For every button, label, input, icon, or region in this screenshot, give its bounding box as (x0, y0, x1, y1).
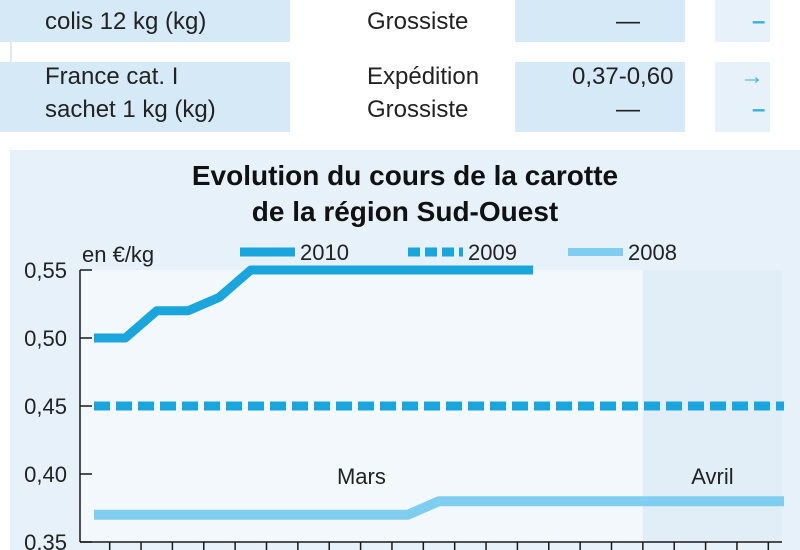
y-tick-label: 0,55 (24, 258, 67, 283)
price-value: — (616, 8, 640, 35)
trend-cell-bg-1 (715, 0, 770, 42)
trend-indicator: → (740, 63, 764, 90)
product-label-line: sachet 1 kg (kg) (45, 96, 216, 123)
y-tick-label: 0,45 (24, 394, 67, 419)
trend-indicator: – (752, 8, 766, 35)
product-cell-bg-2 (0, 62, 290, 132)
y-tick-label: 0,35 (24, 530, 67, 550)
chart-title-line-2: de la région Sud-Ouest (251, 196, 559, 227)
price-value: — (616, 96, 640, 123)
y-unit-label: en €/kg (82, 242, 154, 267)
y-tick-label: 0,40 (24, 462, 67, 487)
market-stage: Grossiste (367, 96, 469, 123)
product-label-line: France cat. I (45, 63, 179, 90)
legend-label: 2008 (628, 240, 677, 265)
market-stage: Expédition (367, 63, 480, 90)
price-table: colis 12 kg (kg) Grossiste — – France ca… (0, 0, 800, 132)
legend-label: 2009 (468, 240, 517, 265)
product-cell-bg-1 (0, 0, 290, 42)
legend-label: 2010 (300, 240, 349, 265)
market-stage: Grossiste (367, 8, 469, 35)
y-tick-label: 0,50 (24, 326, 67, 351)
series-line-2010 (94, 265, 534, 343)
chart-title-line-1: Evolution du cours de la carotte (191, 160, 619, 191)
trend-indicator: – (752, 96, 766, 123)
month-label: Avril (691, 464, 733, 489)
trend-cell-bg-2 (715, 62, 770, 132)
month-label: Mars (337, 464, 386, 489)
price-cell-bg-1 (515, 0, 685, 42)
price-cell-bg-2 (515, 62, 685, 132)
product-label-line: colis 12 kg (kg) (45, 8, 207, 35)
price-value: 0,37-0,60 (572, 63, 674, 90)
series-line-2008 (94, 496, 784, 520)
